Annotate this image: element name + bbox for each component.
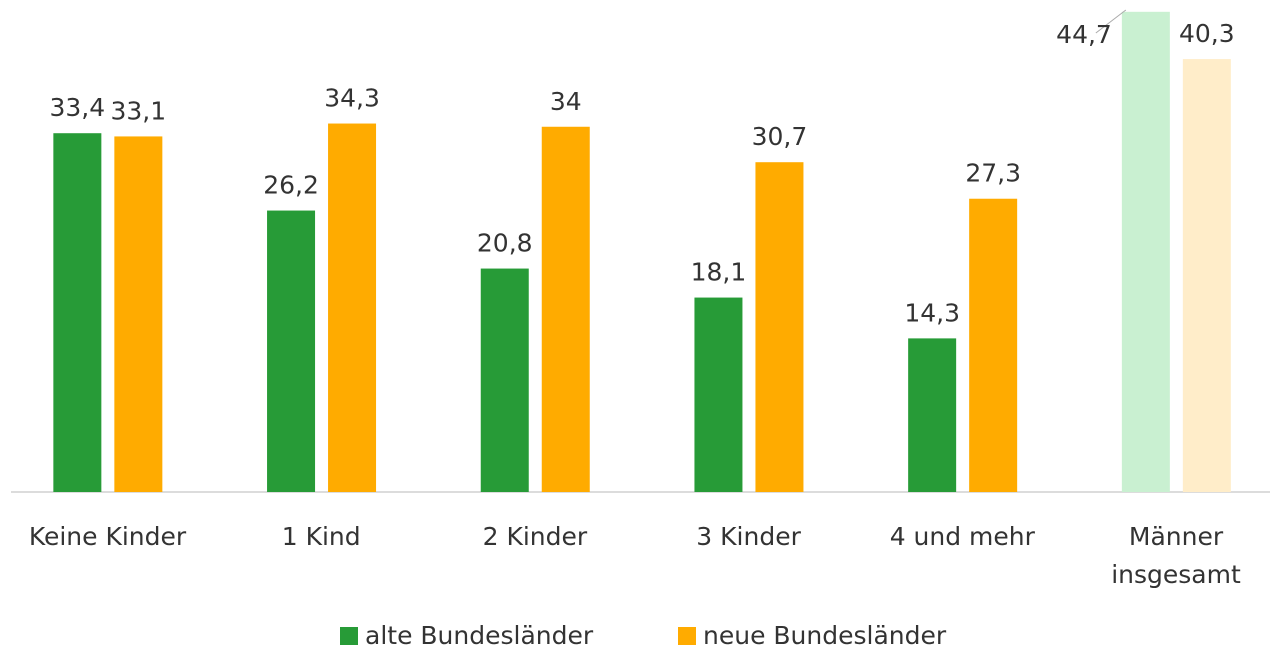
bar bbox=[541, 126, 590, 492]
value-label: 34 bbox=[550, 87, 582, 116]
value-label: 44,7 bbox=[1056, 20, 1112, 49]
legend-label: alte Bundesländer bbox=[365, 621, 594, 650]
bar bbox=[267, 210, 316, 492]
legend-swatch bbox=[340, 627, 358, 645]
x-tick-label: 3 Kinder bbox=[696, 522, 801, 551]
x-tick-label: 1 Kind bbox=[281, 522, 361, 551]
legend-swatch bbox=[678, 627, 696, 645]
x-tick-label: Männer insgesamt bbox=[1111, 522, 1241, 589]
bar bbox=[908, 338, 957, 492]
bar bbox=[755, 162, 804, 493]
value-label: 14,3 bbox=[904, 298, 960, 327]
value-label: 34,3 bbox=[324, 84, 380, 113]
value-label: 33,4 bbox=[50, 93, 106, 122]
value-label: 40,3 bbox=[1179, 19, 1235, 48]
bar bbox=[114, 136, 163, 492]
bar bbox=[969, 198, 1018, 492]
legend-label: neue Bundesländer bbox=[703, 621, 947, 650]
value-label: 18,1 bbox=[691, 258, 747, 287]
bar bbox=[480, 268, 529, 492]
bar bbox=[1121, 11, 1170, 493]
bar bbox=[1182, 59, 1231, 492]
value-label: 27,3 bbox=[965, 159, 1021, 188]
x-tick-label: 2 Kinder bbox=[482, 522, 588, 551]
value-label: 26,2 bbox=[263, 171, 319, 200]
bar bbox=[53, 133, 102, 492]
x-tick-label: Keine Kinder bbox=[28, 522, 187, 551]
leader-line bbox=[1095, 9, 1127, 34]
bar bbox=[328, 123, 377, 493]
value-label: 30,7 bbox=[752, 122, 808, 151]
value-label: 33,1 bbox=[111, 96, 167, 125]
x-tick-label: 4 und mehr bbox=[889, 522, 1035, 551]
value-label: 20,8 bbox=[477, 229, 533, 258]
bar bbox=[694, 297, 743, 492]
